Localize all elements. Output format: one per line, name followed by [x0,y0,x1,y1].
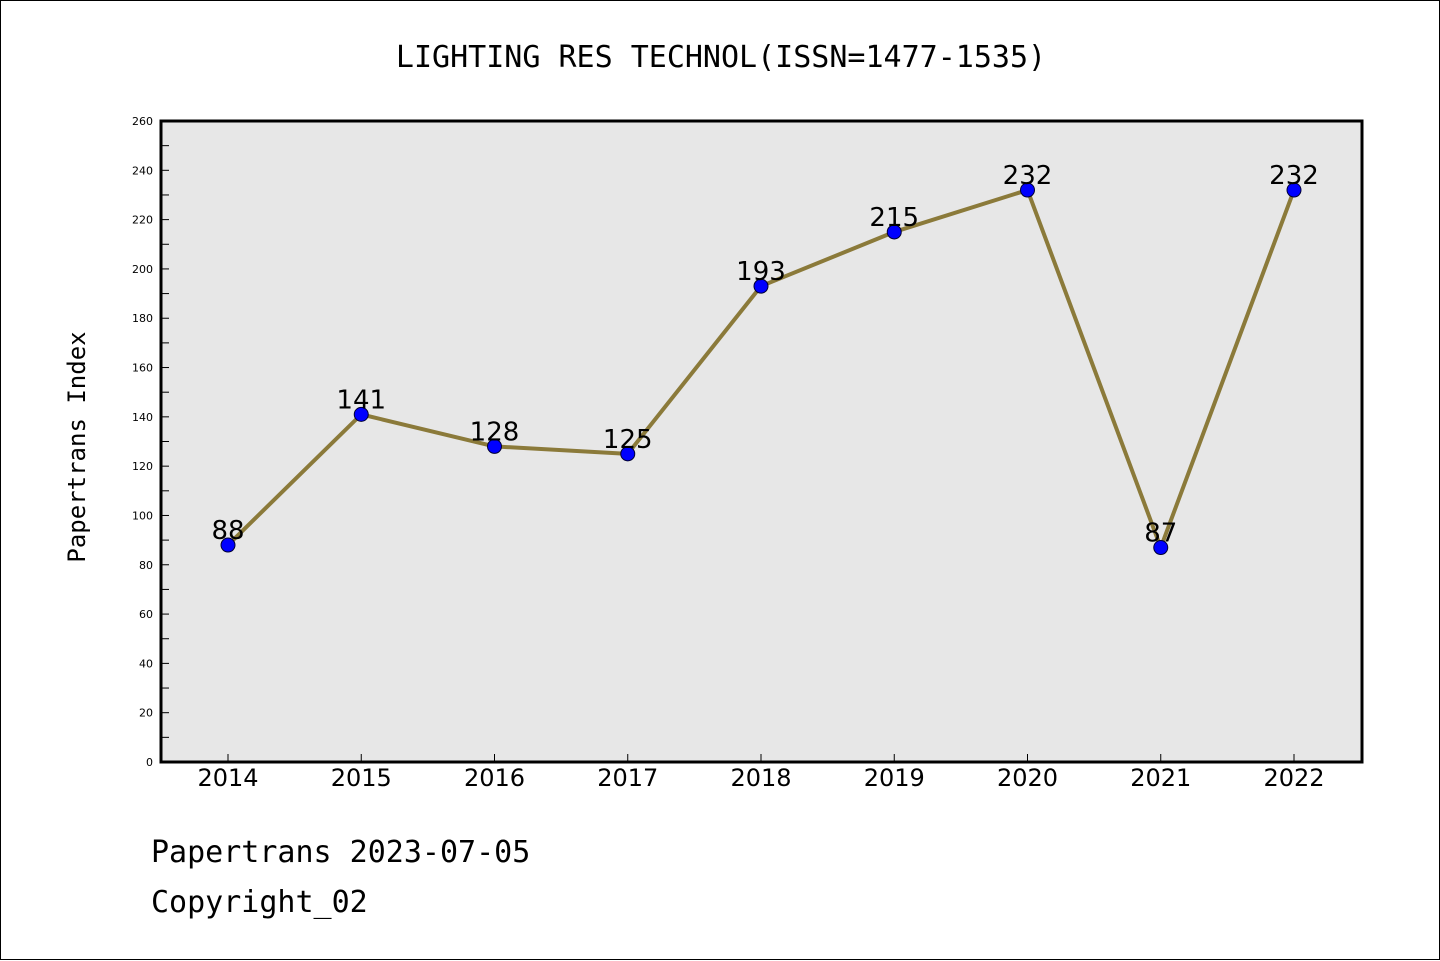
data-point [1020,182,1035,198]
x-tick-label: 2019 [864,764,925,792]
x-tick-label: 2016 [464,764,525,792]
data-label: 125 [603,425,653,455]
data-label: 88 [211,516,244,546]
y-tick-label: 20 [139,707,153,720]
y-tick-label: 100 [132,509,153,522]
y-tick-label: 180 [132,312,153,325]
data-point [220,537,236,553]
x-tick-label: 2022 [1263,764,1324,792]
data-point [886,224,902,240]
x-axis-ticks: 2014 2015 2016 2017 2018 2019 2020 2021 2022 [197,754,1325,792]
data-label: 141 [336,385,386,415]
plot-border [159,119,1364,764]
data-point [353,406,369,422]
x-tick-label: 2021 [1130,764,1191,792]
data-point [620,446,636,462]
y-axis-ticks: 0 20 40 60 80 100 120 140 160 180 200 220 240 260 [132,115,169,769]
footer-copyright: Copyright_02 [151,885,368,920]
y-tick-label: 140 [132,411,153,424]
data-markers [220,182,1302,556]
footer-date: Papertrans 2023-07-05 [151,835,531,870]
data-point [753,278,769,294]
y-tick-label: 160 [132,362,153,375]
x-tick-label: 2020 [997,764,1058,792]
chart-title: LIGHTING RES TECHNOL(ISSN=1477-1535) [396,40,1046,75]
data-point [1286,182,1302,198]
y-tick-label: 60 [139,608,153,621]
data-label: 232 [1269,161,1319,191]
data-label: 87 [1144,519,1177,549]
data-point [487,438,502,454]
data-label: 215 [869,203,919,233]
x-tick-label: 2017 [597,764,658,792]
data-label: 193 [736,257,786,287]
x-tick-label: 2018 [730,764,791,792]
data-labels: 88 141 128 125 193 215 232 87 232 [211,161,1318,548]
data-label: 232 [1003,161,1053,191]
x-tick-label: 2015 [331,764,392,792]
data-label: 128 [470,417,520,447]
y-tick-label: 260 [132,115,153,128]
x-tick-label: 2014 [197,764,258,792]
y-tick-label: 220 [132,214,153,227]
plot-area [161,121,1362,762]
y-axis-label: Papertrans Index [63,331,91,562]
y-tick-label: 200 [132,263,153,276]
y-tick-label: 240 [132,164,153,177]
data-point [1153,540,1169,556]
y-tick-label: 40 [139,657,153,670]
y-tick-label: 0 [146,756,153,769]
y-tick-label: 120 [132,460,153,473]
y-tick-label: 80 [139,559,153,572]
